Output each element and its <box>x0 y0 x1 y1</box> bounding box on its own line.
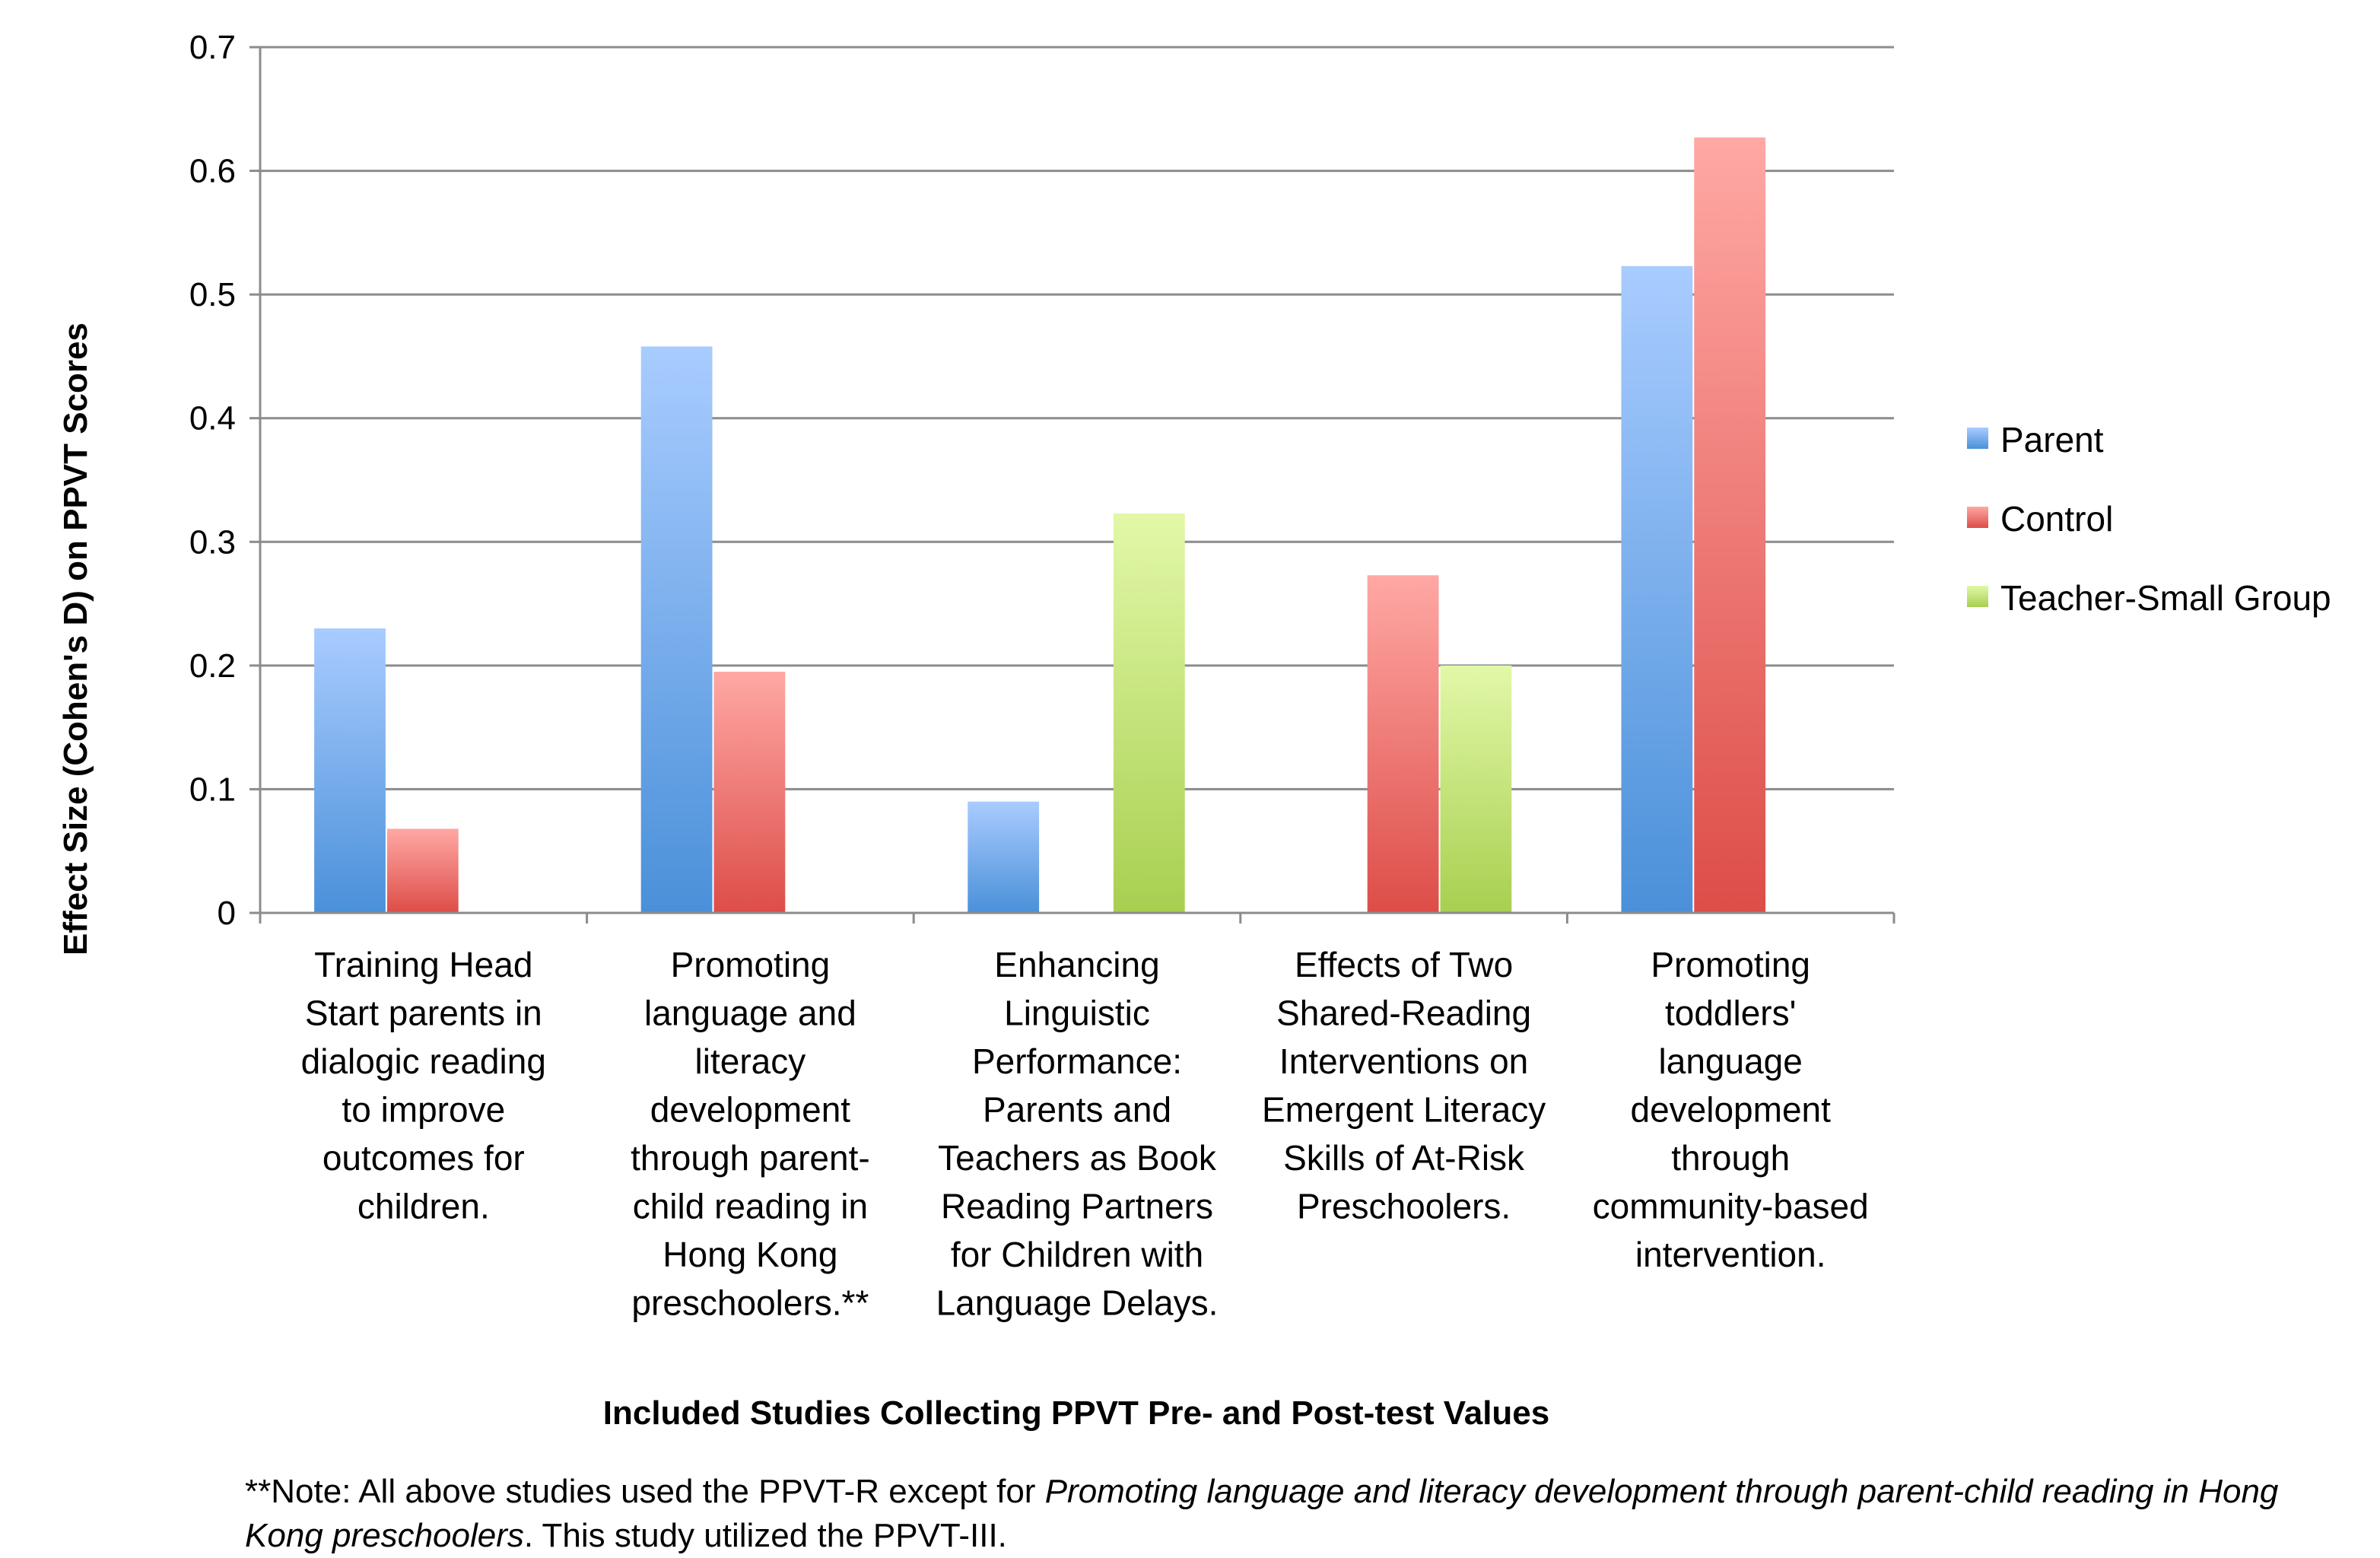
legend-label: Parent <box>2000 420 2104 459</box>
legend-label: Control <box>2000 499 2113 539</box>
x-category-label: Enhancing Linguistic Performance: Parents a… <box>936 945 1219 1323</box>
y-tick-labels: 0 0.1 0.2 0.3 0.4 0.5 0.6 0.7 <box>189 29 236 932</box>
x-category-label: Promoting language and literacy development… <box>631 945 870 1323</box>
bar-control <box>386 828 459 913</box>
legend-swatch <box>1967 507 1988 528</box>
y-tick-label: 0.3 <box>189 523 236 561</box>
y-tick-label: 0.6 <box>189 153 236 190</box>
bar-control <box>1367 575 1439 913</box>
bar-parent <box>640 346 713 913</box>
y-tick-label: 0.1 <box>189 771 236 808</box>
y-tick-label: 0.7 <box>189 29 236 66</box>
legend-swatch <box>1967 586 1988 607</box>
axes <box>249 46 1895 924</box>
bar-parent <box>314 628 386 913</box>
x-axis-label: Included Studies Collecting PPVT Pre- an… <box>603 1394 1549 1432</box>
x-category-label: Promoting toddlers' language development thr… <box>1593 945 1869 1274</box>
footnote-prefix: **Note: All above studies used the PPVT-… <box>245 1473 1045 1510</box>
x-category-label: Effects of Two Shared-Reading Intervention… <box>1262 945 1546 1226</box>
bar-control <box>1694 137 1766 914</box>
bar-teacher-small-group <box>1440 665 1512 913</box>
footnote: **Note: All above studies used the PPVT-… <box>245 1470 2359 1558</box>
x-category-labels: Training Head Start parents in dialogic re… <box>301 945 1869 1323</box>
gridlines <box>260 46 1894 790</box>
y-tick-label: 0.5 <box>189 276 236 313</box>
bar-parent <box>968 801 1040 913</box>
footnote-italic-title: Promoting language and literacy developm… <box>245 1473 2279 1554</box>
legend-label: Teacher-Small Group <box>2000 578 2331 618</box>
footnote-suffix: . This study utilized the PPVT-III. <box>523 1517 1007 1554</box>
y-axis-label: Effect Size (Cohen's D) on PPVT Scores <box>57 323 94 955</box>
bars <box>314 137 1766 914</box>
y-tick-label: 0.2 <box>189 647 236 685</box>
y-tick-label: 0.4 <box>189 400 236 437</box>
legend-swatch <box>1967 428 1988 449</box>
bar-teacher-small-group <box>1113 513 1185 913</box>
bar-parent <box>1621 265 1693 913</box>
bar-control <box>713 671 786 913</box>
legend: Parent Control Teacher-Small Group <box>1967 420 2331 618</box>
y-tick-label: 0 <box>218 895 236 932</box>
x-category-label: Training Head Start parents in dialogic re… <box>301 945 546 1226</box>
